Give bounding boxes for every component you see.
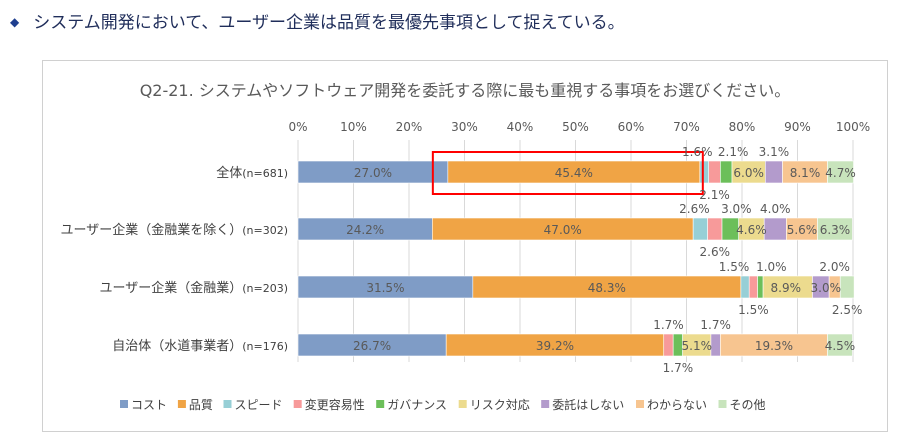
data-label: 2.1%: [699, 188, 730, 202]
data-label: 1.0%: [756, 260, 787, 274]
bar-segment: [699, 160, 710, 184]
data-label: 4.6%: [736, 223, 767, 237]
x-tick-label: 50%: [562, 120, 589, 134]
legend-label: その他: [730, 398, 766, 412]
legend-label: リスク対応: [470, 398, 530, 412]
category-label: 自治体（水道事業者）(n=176): [112, 338, 288, 354]
data-label: 2.5%: [832, 303, 863, 317]
highlight-box: [431, 151, 704, 195]
data-label: 3.0%: [721, 202, 752, 216]
x-tick-label: 80%: [729, 120, 756, 134]
bar-segment: [720, 160, 733, 184]
bar-segment: [817, 217, 853, 241]
bar-segment: [757, 275, 764, 299]
bar-segment: [692, 217, 708, 241]
legend-label: わからない: [647, 398, 707, 412]
x-tick-label: 0%: [288, 120, 307, 134]
legend-swatch: [177, 400, 186, 408]
legend-swatch: [376, 400, 385, 408]
data-label: 1.5%: [738, 303, 769, 317]
category-label: ユーザー企業（金融業）(n=203): [99, 280, 288, 296]
legend-label: 委託はしない: [552, 397, 624, 412]
legend-label: スピード: [235, 398, 283, 412]
x-tick-label: 100%: [836, 120, 870, 134]
x-tick-label: 90%: [784, 120, 811, 134]
data-label: 2.1%: [718, 145, 749, 159]
data-label: 3.0%: [811, 281, 842, 295]
legend-label: コスト: [131, 398, 167, 412]
legend-swatch: [718, 400, 727, 408]
legend-label: 品質: [189, 397, 213, 412]
chart-frame: [42, 60, 888, 432]
legend-swatch: [293, 400, 302, 408]
headline-text: システム開発において、ユーザー企業は品質を最優先事項として捉えている。: [33, 13, 625, 33]
legend-swatch: [223, 400, 232, 408]
bar-segment: [763, 217, 787, 241]
data-label: 1.6%: [682, 145, 713, 159]
bar-segment: [748, 275, 758, 299]
x-tick-label: 70%: [673, 120, 700, 134]
data-label: 2.0%: [819, 260, 850, 274]
data-label: 1.7%: [663, 361, 694, 375]
bar-segment: [740, 275, 750, 299]
chart-title: Q2-21. システムやソフトウェア開発を委託する際に最も重視する事項をお選びく…: [140, 81, 791, 100]
data-label: 4.5%: [825, 339, 856, 353]
data-label: 39.2%: [536, 339, 574, 353]
x-tick-label: 60%: [618, 120, 645, 134]
data-label: 19.3%: [755, 339, 793, 353]
headline: ◆ システム開発において、ユーザー企業は品質を最優先事項として捉えている。: [10, 8, 625, 33]
data-label: 6.3%: [820, 223, 851, 237]
bar-segment: [827, 333, 853, 357]
data-label: 2.6%: [700, 245, 731, 259]
x-tick-label: 30%: [451, 120, 478, 134]
legend-label: 変更容易性: [305, 397, 365, 412]
data-label: 27.0%: [354, 166, 392, 180]
legend-swatch: [636, 400, 644, 408]
data-label: 6.0%: [733, 166, 764, 180]
data-label: 31.5%: [366, 281, 404, 295]
data-label: 48.3%: [588, 281, 626, 295]
category-label: ユーザー企業（金融業を除く）(n=302): [60, 222, 288, 238]
data-label: 4.0%: [760, 202, 791, 216]
data-label: 45.4%: [555, 166, 593, 180]
bar-segment: [707, 217, 723, 241]
legend-label: ガバナンス: [387, 398, 447, 412]
data-label: 5.6%: [787, 223, 818, 237]
data-label: 1.5%: [719, 260, 750, 274]
data-label: 47.0%: [544, 223, 582, 237]
data-label: 8.1%: [790, 166, 821, 180]
legend-swatch: [120, 400, 128, 408]
data-label: 24.2%: [346, 223, 384, 237]
diamond-bullet-icon: ◆: [10, 15, 20, 29]
bar-segment: [827, 160, 854, 184]
data-label: 2.6%: [679, 202, 710, 216]
legend-swatch: [458, 400, 467, 408]
bar-segment: [765, 160, 783, 184]
x-tick-label: 10%: [340, 120, 367, 134]
data-label: 5.1%: [682, 339, 713, 353]
data-label: 26.7%: [353, 339, 391, 353]
x-tick-label: 20%: [396, 120, 423, 134]
legend-swatch: [541, 400, 550, 408]
data-label: 8.9%: [771, 281, 802, 295]
bar-segment: [839, 275, 855, 299]
data-label: 4.7%: [825, 166, 856, 180]
bar-segment: [708, 160, 721, 184]
bar-segment: [663, 333, 674, 357]
data-label: 3.1%: [759, 145, 790, 159]
category-label: 全体(n=681): [216, 165, 288, 181]
data-label: 1.7%: [653, 318, 684, 332]
data-label: 1.7%: [700, 318, 731, 332]
bar-segment: [710, 333, 721, 357]
x-tick-label: 40%: [507, 120, 534, 134]
